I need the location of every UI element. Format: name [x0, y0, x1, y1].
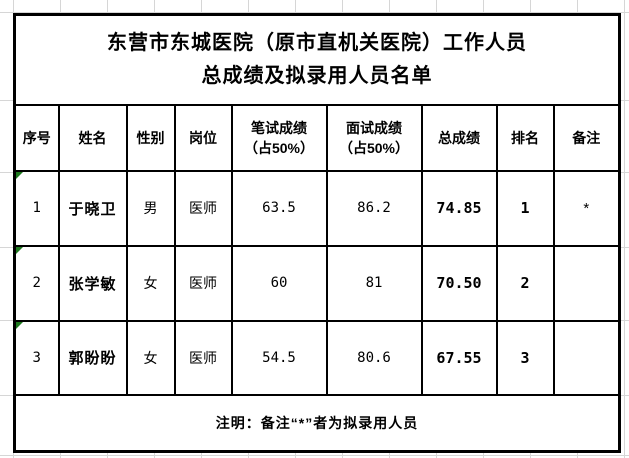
error-indicator-triangle — [16, 246, 23, 254]
cell-interview-score: 86.2 — [325, 169, 423, 247]
cell-gender: 女 — [125, 244, 176, 322]
cell-note — [552, 319, 621, 396]
cell-written-score: 54.5 — [230, 319, 328, 396]
cell-interview-score: 81 — [325, 244, 423, 322]
cell-total-score: 70.50 — [420, 244, 498, 322]
cell-position: 医师 — [173, 244, 233, 322]
column-header-written: 笔试成绩 （占50%） — [230, 103, 328, 172]
footnote: 注明：备注“*”者为拟录用人员 — [13, 393, 621, 453]
cell-note — [552, 244, 621, 322]
cell-rank: 1 — [495, 169, 555, 247]
cell-name: 于晓卫 — [57, 169, 128, 247]
cell-no: 3 — [13, 319, 60, 396]
error-indicator-triangle — [16, 171, 23, 179]
cell-total-score: 74.85 — [420, 169, 498, 247]
cell-written-score: 60 — [230, 244, 328, 322]
column-header-position: 岗位 — [173, 103, 233, 172]
cell-name: 张学敏 — [57, 244, 128, 322]
table-row: 3 郭盼盼 女 医师 54.5 80.6 67.55 3 — [13, 319, 621, 396]
cell-gender: 女 — [125, 319, 176, 396]
cell-rank: 3 — [495, 319, 555, 396]
cell-position: 医师 — [173, 169, 233, 247]
results-table: 东营市东城医院（原市直机关医院）工作人员 总成绩及拟录用人员名单 序号 姓名 性… — [13, 13, 621, 453]
gridline-h — [0, 455, 629, 456]
column-header-interview: 面试成绩 （占50%） — [325, 103, 423, 172]
cell-no: 2 — [13, 244, 60, 322]
header-row: 序号 姓名 性别 岗位 笔试成绩 （占50%） 面试成绩 （占50%） 总成绩 … — [13, 103, 621, 172]
title-row: 东营市东城医院（原市直机关医院）工作人员 总成绩及拟录用人员名单 — [13, 13, 621, 106]
cell-gender: 男 — [125, 169, 176, 247]
gridline-v — [624, 0, 625, 458]
page-title: 东营市东城医院（原市直机关医院）工作人员 总成绩及拟录用人员名单 — [13, 13, 621, 106]
error-indicator-triangle — [16, 321, 23, 329]
column-header-name: 姓名 — [57, 103, 128, 172]
cell-written-score: 63.5 — [230, 169, 328, 247]
column-header-rank: 排名 — [495, 103, 555, 172]
column-header-note: 备注 — [552, 103, 621, 172]
cell-rank: 2 — [495, 244, 555, 322]
column-header-total: 总成绩 — [420, 103, 498, 172]
cell-no: 1 — [13, 169, 60, 247]
cell-name: 郭盼盼 — [57, 319, 128, 396]
cell-total-score: 67.55 — [420, 319, 498, 396]
cell-position: 医师 — [173, 319, 233, 396]
cell-note: * — [552, 169, 621, 247]
footnote-row: 注明：备注“*”者为拟录用人员 — [13, 393, 621, 453]
cell-interview-score: 80.6 — [325, 319, 423, 396]
column-header-gender: 性别 — [125, 103, 176, 172]
column-header-no: 序号 — [13, 103, 60, 172]
table-row: 1 于晓卫 男 医师 63.5 86.2 74.85 1 * — [13, 169, 621, 247]
table-row: 2 张学敏 女 医师 60 81 70.50 2 — [13, 244, 621, 322]
gridline-h — [0, 12, 629, 13]
